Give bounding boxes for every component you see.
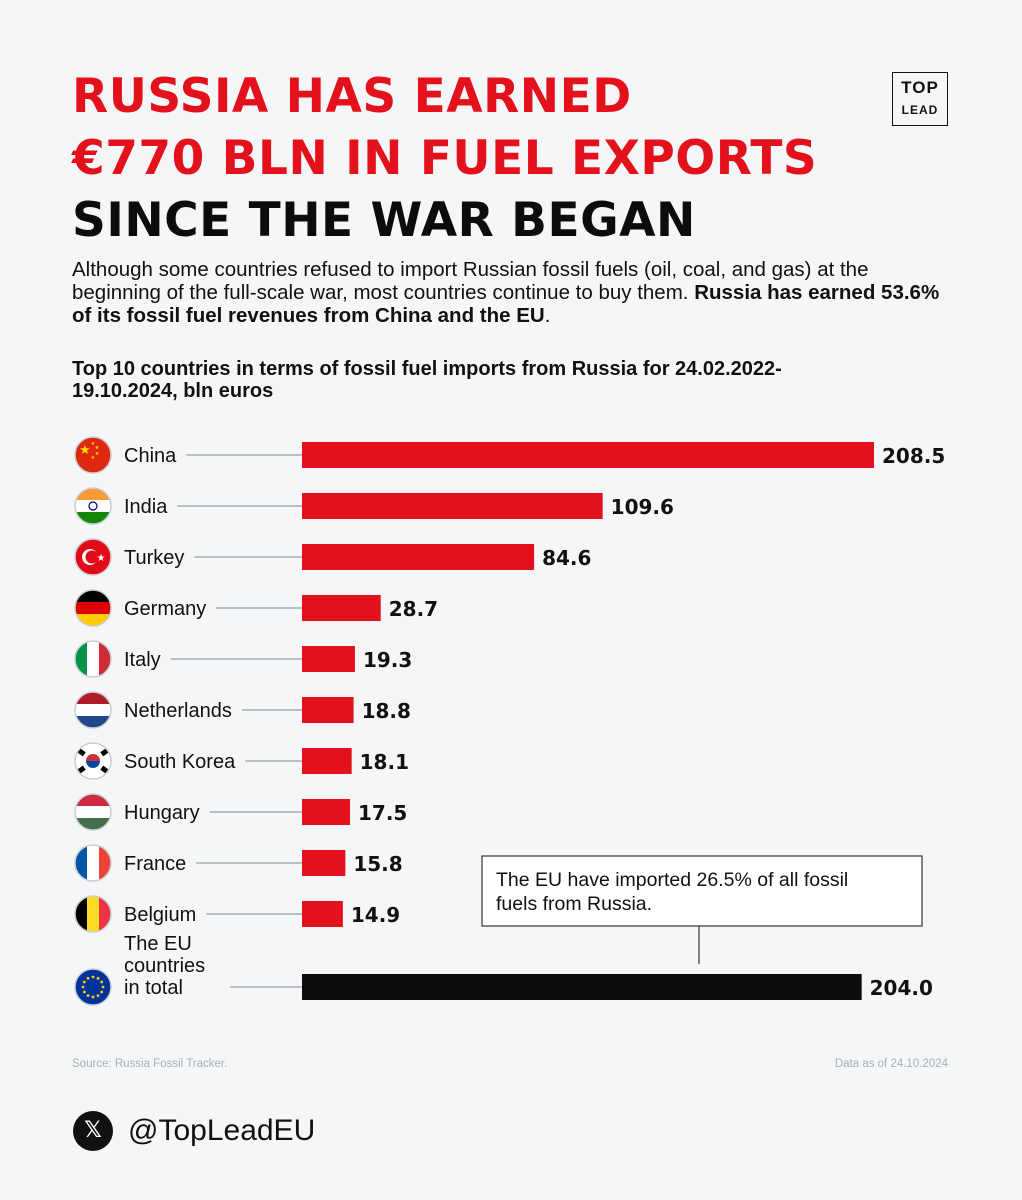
netherlands-flag-icon (74, 691, 112, 729)
intro-bold-text: Russia has earned 53.6% of its fossil fu… (72, 281, 940, 327)
category-label: India (124, 496, 168, 518)
category-label: China (124, 445, 177, 467)
annotation-box (481, 855, 923, 927)
svg-text:★: ★ (91, 455, 96, 461)
category-label: Belgium (124, 904, 196, 926)
china-flag-icon: ★ ★★★★ (74, 436, 112, 474)
svg-text:★: ★ (79, 443, 91, 458)
chart-row: Netherlands 18.8 (74, 691, 411, 729)
italy-flag-icon (74, 640, 112, 678)
value-label: 28.7 (389, 597, 438, 621)
bar (302, 595, 381, 621)
france-flag-icon (74, 844, 112, 882)
value-label: 109.6 (611, 495, 674, 519)
bar (302, 646, 355, 672)
belgium-flag-icon (74, 895, 112, 933)
category-label: South Korea (124, 751, 236, 773)
intro-text: Although some countries refused to impor… (72, 258, 869, 304)
bar (302, 442, 874, 468)
annotation-text: The EU have imported 26.5% of all fossil… (496, 869, 848, 915)
value-label: 84.6 (542, 546, 591, 570)
svg-text:★: ★ (97, 553, 106, 564)
bar (302, 544, 535, 570)
bar (302, 748, 352, 774)
category-label: France (124, 853, 186, 875)
intro-end: . (544, 304, 551, 327)
turkey-flag-icon: ★ (74, 538, 112, 576)
value-label: 208.5 (882, 444, 945, 468)
chart-row: France 15.8 (74, 844, 403, 882)
source-note: Source: Russia Fossil Tracker. (72, 1058, 228, 1070)
value-label: 204.0 (870, 976, 933, 1000)
headline-line-1: RUSSIA HAS EARNED (72, 69, 632, 124)
svg-text:★: ★ (91, 441, 96, 447)
chart-row: ★ Turkey 84.6 (74, 538, 591, 576)
eu-flag-icon (74, 968, 112, 1006)
value-label: 17.5 (358, 801, 407, 825)
svg-text:★: ★ (95, 445, 100, 451)
chart-row: Germany 28.7 (74, 589, 438, 627)
logo-bottom-text: LEAD (901, 103, 939, 117)
bar (302, 493, 603, 519)
south-korea-flag-icon (74, 742, 112, 780)
category-label: Hungary (124, 802, 200, 824)
data-date-note: Data as of 24.10.2024 (834, 1058, 948, 1070)
chart-row: Belgium 14.9 (74, 895, 400, 933)
india-flag-icon (74, 487, 112, 525)
chart-title: Top 10 countries in terms of fossil fuel… (72, 358, 782, 402)
category-label: The EU countries in total (124, 933, 205, 999)
category-label: Italy (124, 649, 161, 671)
chart-row: India 109.6 (74, 487, 674, 525)
value-label: 19.3 (363, 648, 412, 672)
hungary-flag-icon (74, 793, 112, 831)
top-lead-logo: TOP LEAD (892, 72, 948, 126)
svg-text:★: ★ (95, 451, 100, 457)
bar (302, 974, 862, 1000)
chart-row: South Korea 18.1 (74, 742, 409, 780)
value-label: 14.9 (351, 903, 400, 927)
category-label: Germany (124, 598, 206, 620)
value-label: 18.1 (360, 750, 409, 774)
bar (302, 850, 346, 876)
chart-row: Italy 19.3 (74, 640, 412, 678)
chart-row: The EU countries in total 204.0 (74, 933, 933, 1006)
value-label: 18.8 (362, 699, 411, 723)
headline-line-2: €770 BLN IN FUEL EXPORTS (72, 131, 818, 186)
value-label: 15.8 (353, 852, 402, 876)
category-label: Turkey (124, 547, 184, 569)
headline: RUSSIA HAS EARNED €770 BLN IN FUEL EXPOR… (72, 66, 892, 252)
category-label: Netherlands (124, 700, 232, 722)
chart-row: Hungary 17.5 (74, 793, 407, 831)
x-icon[interactable]: 𝕏 (73, 1111, 113, 1151)
social-handle[interactable]: @TopLeadEU (128, 1114, 316, 1147)
annotation-callout: The EU have imported 26.5% of all fossil… (481, 855, 923, 964)
logo-top-text: TOP (901, 78, 939, 97)
chart-row: ★ ★★★★ China 208.5 (74, 436, 945, 474)
bar (302, 697, 354, 723)
bar (302, 901, 343, 927)
intro-paragraph: Although some countries refused to impor… (72, 258, 952, 327)
bar (302, 799, 351, 825)
headline-line-3: SINCE THE WAR BEGAN (72, 193, 696, 248)
germany-flag-icon (74, 589, 112, 627)
